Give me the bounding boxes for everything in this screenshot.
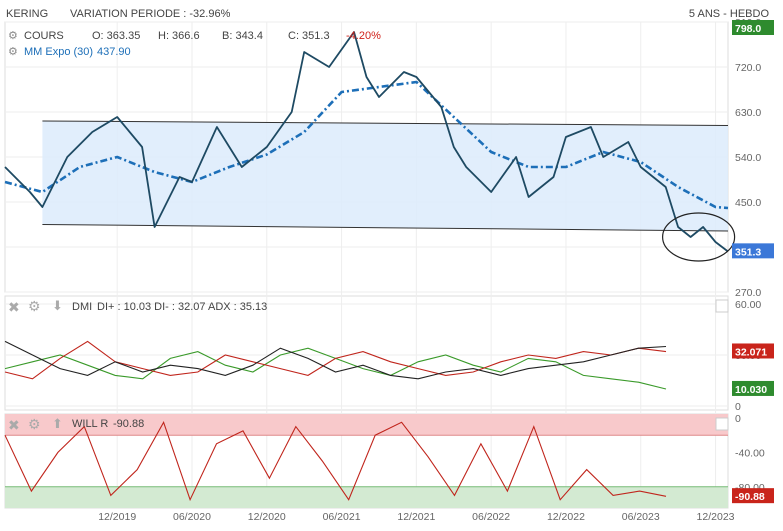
y-tick-label: 270.0 [735, 287, 761, 299]
x-tick-label: 12/2019 [98, 511, 136, 523]
overbought-band [5, 414, 728, 436]
ma-line [4, 80, 729, 210]
dmi-di-minus-badge-bg [732, 343, 774, 359]
dmi-maximize-box [715, 299, 729, 313]
will-value: -90.88 [113, 418, 145, 430]
will-label: WILL R [72, 418, 109, 430]
y-tick-label: 630.0 [735, 107, 761, 119]
price-line [4, 31, 729, 253]
channel-lower-line [42, 224, 729, 232]
dmi-line-di [4, 340, 667, 380]
y-tick-label: 450.0 [735, 197, 761, 209]
open-value: O: 363.35 [92, 30, 141, 42]
x-tick-label: 06/2023 [622, 511, 660, 523]
x-tick-label: 06/2021 [323, 511, 361, 523]
settings-icon[interactable]: ⚙ [8, 30, 18, 42]
x-tick-label: 12/2023 [697, 511, 735, 523]
series-label: COURS [24, 30, 64, 42]
last-price-badge: 351.3 [735, 246, 761, 258]
gear-icon[interactable]: ⚙ [28, 298, 41, 314]
close-value: C: 351.3 [288, 30, 330, 42]
will-y-tick: -40.00 [735, 447, 765, 459]
ma-label: MM Expo (30) [24, 46, 94, 58]
change-value: -4.20% [346, 30, 381, 42]
dmi-y-tick: 60.00 [735, 299, 761, 311]
channel-upper-line [42, 120, 729, 126]
dmi-y-tick: 0 [735, 401, 741, 413]
x-tick-label: 12/2020 [248, 511, 286, 523]
period-label: 5 ANS - HEBDO [688, 8, 769, 20]
move-up-icon[interactable]: ⬆ [52, 416, 63, 431]
ma-value: 437.90 [97, 46, 131, 58]
will-close-icon[interactable]: ✖ [8, 417, 20, 433]
dmi-values: DI+ : 10.03 DI- : 32.07 ADX : 35.13 [97, 301, 268, 313]
low-value: B: 343.4 [222, 30, 263, 42]
price-channel [42, 121, 729, 231]
ma-settings-icon[interactable]: ⚙ [8, 46, 18, 58]
oversold-band [5, 486, 728, 508]
dmi-panel-frame [4, 295, 729, 411]
will-badge-bg [732, 488, 774, 504]
y-tick-label: 720.0 [735, 62, 761, 74]
x-tick-label: 12/2022 [547, 511, 585, 523]
high-badge: 798.0 [735, 23, 761, 35]
x-tick-label: 06/2020 [173, 511, 211, 523]
high-badge-bg [732, 20, 774, 35]
dmi-line-adx [4, 340, 667, 380]
move-down-icon[interactable]: ⬇ [52, 298, 63, 313]
dmi-di-minus-badge: 32.071 [735, 346, 767, 358]
dmi-di-plus-badge-bg [732, 380, 774, 396]
close-icon[interactable]: ✖ [8, 299, 20, 315]
will-gear-icon[interactable]: ⚙ [28, 416, 41, 432]
annotation-circle [662, 212, 736, 262]
x-tick-label: 12/2021 [397, 511, 435, 523]
dmi-label: DMI [72, 301, 93, 313]
y-tick-label: 540.0 [735, 152, 761, 164]
ticker-label: KERING [6, 8, 49, 20]
variation-label: VARIATION PERIODE : -32.96% [70, 8, 231, 20]
dmi-line-di [4, 347, 667, 390]
will-y-tick: 0 [735, 413, 741, 425]
high-value: H: 366.6 [158, 30, 200, 42]
will-line [4, 420, 667, 502]
will-maximize-box [715, 417, 729, 431]
x-tick-label: 06/2022 [472, 511, 510, 523]
dmi-di-plus-badge: 10.030 [735, 384, 767, 396]
will-badge: -90.88 [735, 491, 765, 503]
last-price-badge-bg [732, 243, 774, 259]
